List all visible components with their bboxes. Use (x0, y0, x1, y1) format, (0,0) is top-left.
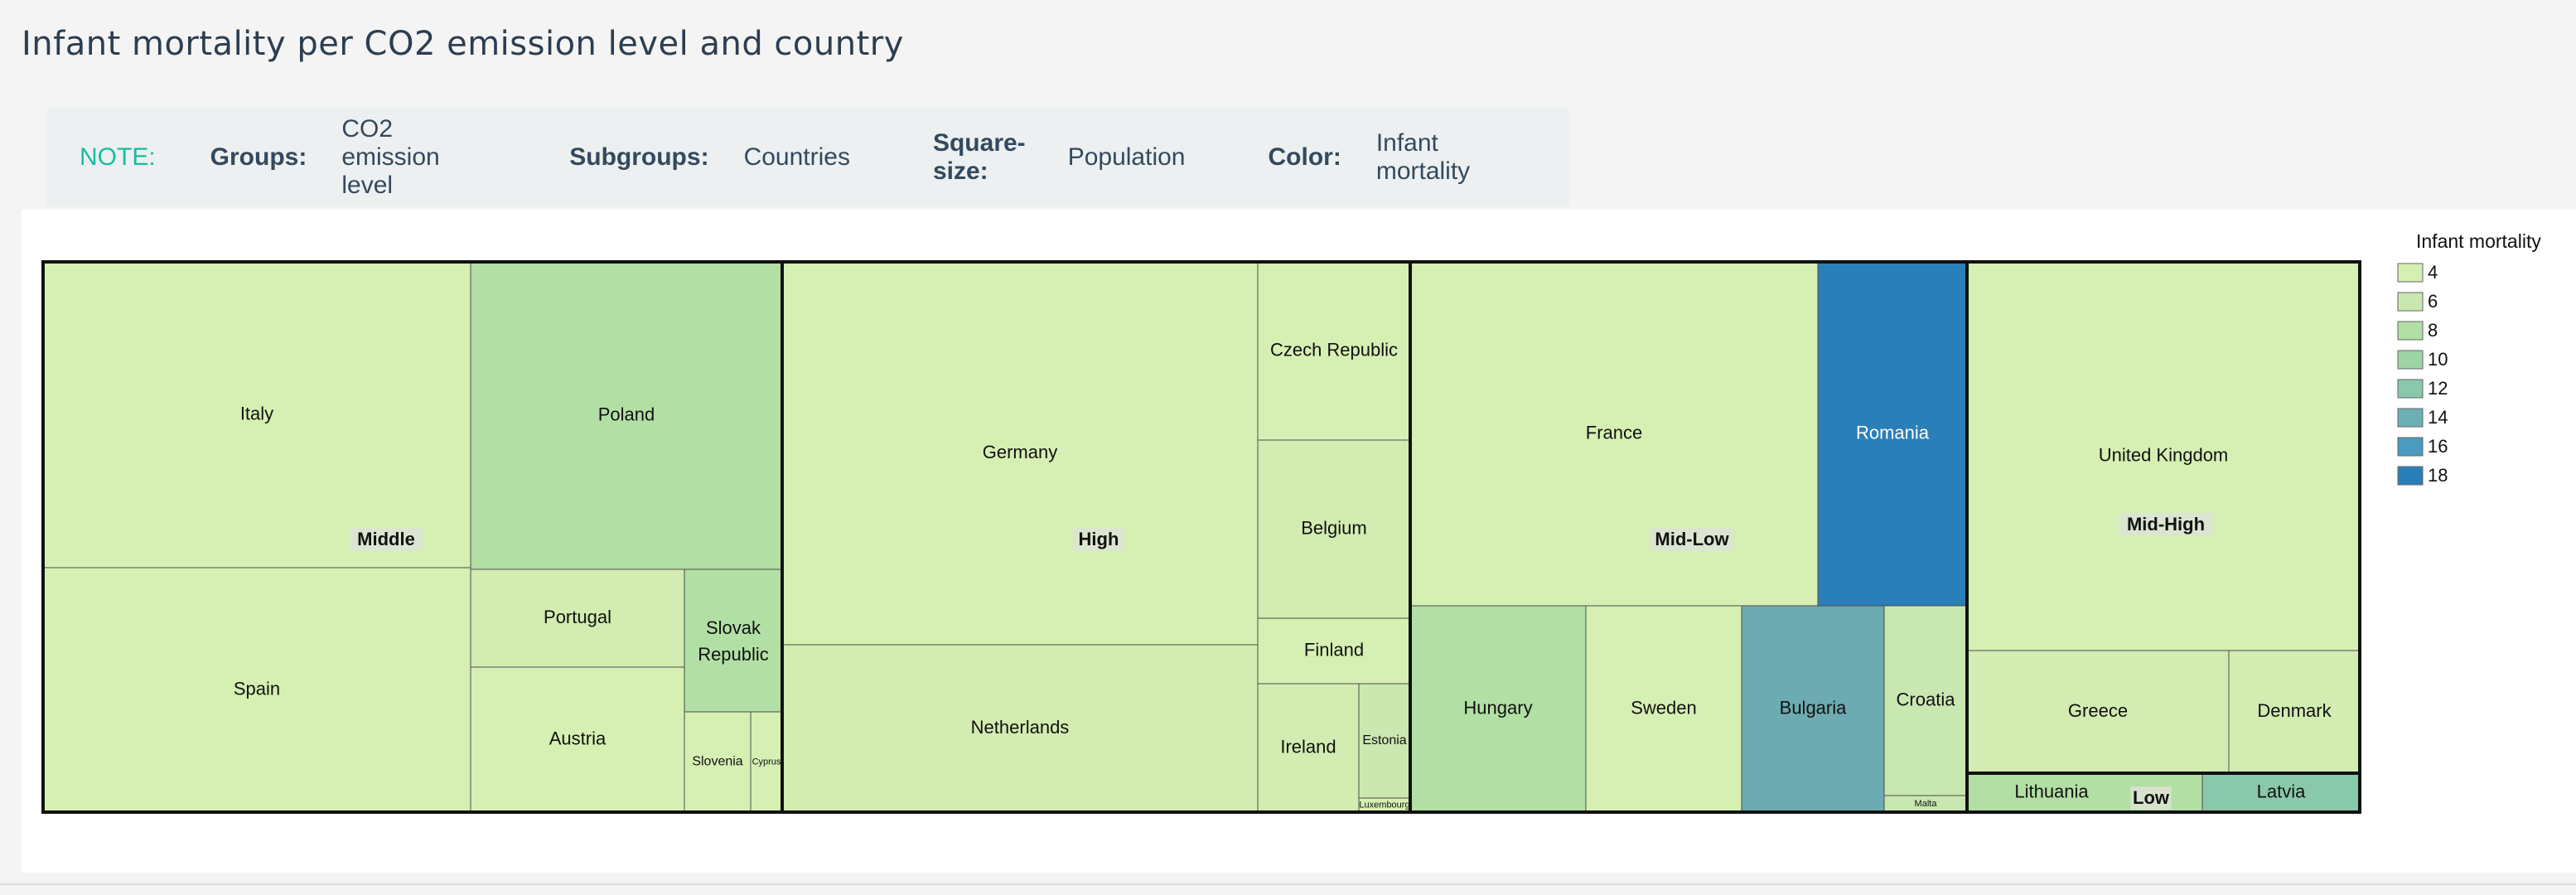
cell-label-hungary: Hungary (1463, 697, 1532, 718)
cell-romania[interactable] (1817, 261, 1968, 607)
note-subgroups-key: Subgroups: (569, 143, 709, 171)
legend-swatch (2397, 292, 2424, 312)
group-label-bg-high (1073, 528, 1124, 551)
cell-slovak-republic[interactable] (684, 568, 783, 713)
cell-sweden[interactable] (1585, 605, 1742, 813)
cell-label-austria: Austria (549, 728, 607, 748)
group-border-low (1965, 772, 2361, 814)
legend-swatch (2397, 321, 2424, 341)
cell-label-united-kingdom: United Kingdom (2099, 444, 2229, 465)
note-square-size-value: Population (1067, 143, 1186, 171)
cell-latvia[interactable] (2201, 772, 2361, 813)
cell-cyprus[interactable] (750, 711, 783, 813)
cell-spain[interactable] (42, 567, 471, 813)
cell-label-spain: Spain (234, 678, 280, 699)
legend-swatch (2397, 350, 2424, 370)
cell-croatia[interactable] (1883, 605, 1968, 796)
group-label-mid-high: Mid-High (2127, 514, 2205, 535)
group-low: Lithuania Latvia (1965, 772, 2361, 814)
legend-swatch (2397, 408, 2424, 428)
cell-label-romania: Romania (1856, 422, 1930, 443)
legend-label: 14 (2428, 407, 2448, 428)
cell-denmark[interactable] (2228, 650, 2361, 774)
cell-label-lithuania: Lithuania (2014, 781, 2089, 801)
treemap-chart: Italy Spain Poland Portugal Austria Slovak Rep… (41, 230, 2541, 814)
cell-poland[interactable] (470, 261, 783, 570)
cell-united-kingdom[interactable] (1966, 261, 2361, 651)
cell-label-greece: Greece (2068, 700, 2128, 721)
cell-czech-republic[interactable] (1257, 261, 1411, 441)
cell-label-malta: Malta (1915, 799, 1938, 809)
cell-belgium[interactable] (1257, 439, 1411, 619)
legend-swatch (2397, 379, 2424, 399)
cell-label-czech-republic: Czech Republic (1270, 339, 1398, 360)
group-label-high: High (1079, 529, 1119, 549)
group-label-bg-low (2130, 786, 2172, 810)
cell-label-cyprus: Cyprus (752, 757, 781, 767)
group-label-middle: Middle (357, 529, 415, 549)
group-label-bg-mid-low (1650, 528, 1734, 551)
cell-label-france: France (1586, 422, 1642, 443)
cell-label-republic: Republic (698, 644, 769, 665)
note-label: NOTE: (80, 143, 156, 171)
page-bottom-divider (0, 883, 2576, 885)
note-subgroups-value: Countries (743, 143, 850, 171)
cell-label-slovak: Slovak (706, 617, 761, 638)
chart-area: Italy Spain Poland Portugal Austria Slovak Rep… (22, 210, 2576, 873)
cell-bulgaria[interactable] (1741, 605, 1885, 813)
legend-swatch (2397, 466, 2424, 486)
cell-label-germany: Germany (983, 442, 1057, 462)
page-title: Infant mortality per CO2 emission level … (22, 25, 904, 63)
legend-title: Infant mortality (2416, 230, 2541, 252)
cell-label-croatia: Croatia (1897, 689, 1956, 709)
cell-label-poland: Poland (598, 404, 655, 424)
cell-germany[interactable] (781, 261, 1259, 646)
note-bar: NOTE: Groups: CO2 emission level Subgrou… (46, 108, 1569, 207)
group-label-low: Low (2133, 787, 2170, 808)
cell-label-slovenia: Slovenia (692, 755, 742, 769)
group-label-bg-mid-high (2119, 513, 2213, 536)
cell-label-denmark: Denmark (2257, 700, 2332, 721)
cell-label-luxembourg: Luxembourg (1359, 800, 1409, 810)
legend-label: 8 (2428, 320, 2438, 341)
cell-italy[interactable] (42, 261, 471, 568)
note-groups-value: CO2 emission level (341, 115, 440, 199)
cell-label-ireland: Ireland (1280, 736, 1336, 757)
legend-label: 12 (2428, 378, 2448, 399)
legend-label: 10 (2428, 349, 2448, 370)
group-label-mid-low: Mid-Low (1655, 529, 1729, 549)
legend-label: 6 (2428, 291, 2438, 312)
cell-hungary[interactable] (1409, 605, 1587, 813)
cell-austria[interactable] (470, 666, 685, 813)
legend-label: 16 (2428, 436, 2448, 457)
legend-label: 4 (2428, 262, 2438, 283)
legend-swatch (2397, 437, 2424, 457)
cell-label-portugal: Portugal (544, 607, 611, 627)
group-high: Germany Netherlands Czech Republic Belgium F… (781, 260, 1412, 814)
cell-label-finland: Finland (1304, 639, 1364, 660)
cell-label-netherlands: Netherlands (971, 717, 1070, 738)
group-label-bg-middle (350, 528, 423, 551)
legend: Infant mortality 4 6 8 10 12 14 16 18 (2397, 230, 2541, 486)
cell-netherlands[interactable] (781, 644, 1259, 813)
cell-label-bulgaria: Bulgaria (1780, 697, 1847, 718)
legend-label: 18 (2428, 465, 2448, 486)
cell-label-belgium: Belgium (1301, 517, 1366, 538)
cell-finland[interactable] (1257, 617, 1411, 685)
group-middle: Italy Spain Poland Portugal Austria Slovak Rep… (41, 260, 784, 814)
note-groups-key: Groups: (210, 143, 307, 171)
cell-label-italy: Italy (240, 403, 273, 423)
note-color-key: Color: (1268, 143, 1341, 171)
cell-label-sweden: Sweden (1631, 697, 1697, 718)
legend-swatch (2397, 263, 2424, 283)
note-color-value: Infant mortality (1375, 129, 1471, 185)
group-mid-low: France Romania Hungary Sweden Bulgaria Croati… (1409, 260, 1969, 814)
cell-estonia[interactable] (1358, 683, 1411, 799)
cell-label-estonia: Estonia (1362, 733, 1406, 747)
note-square-size-key: Square-size: (932, 129, 1026, 185)
cell-label-latvia: Latvia (2257, 781, 2306, 801)
